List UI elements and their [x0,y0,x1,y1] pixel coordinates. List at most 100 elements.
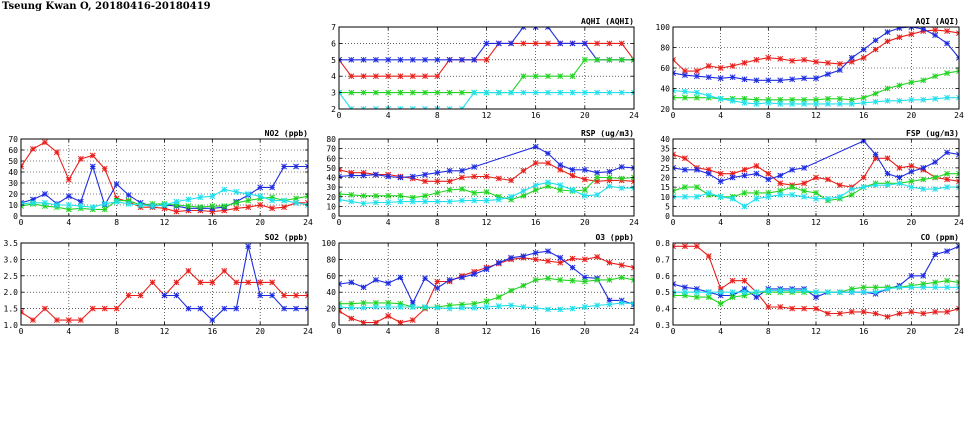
data-point-red [483,56,490,63]
x-tick-label: 4 [66,218,71,227]
data-point-blue [257,292,264,299]
data-point-cyan [532,304,539,311]
data-point-red [545,40,551,47]
data-point-cyan [896,284,903,291]
series-group [21,139,308,215]
data-point-red [606,259,613,266]
data-point-blue [753,294,760,301]
data-point-blue [257,184,264,191]
data-point-cyan [753,289,760,296]
data-point-red [77,317,84,324]
data-point-cyan [545,89,551,96]
data-point-red [495,175,502,182]
x-tick-label: 4 [718,327,723,336]
data-point-cyan [458,304,465,311]
data-point-blue [495,40,502,47]
x-tick-label: 8 [114,218,119,227]
data-point-green [495,294,502,301]
data-point-cyan [446,198,453,205]
data-point-green [618,175,625,182]
data-point-blue [293,163,299,170]
data-point-cyan [221,186,228,193]
data-point-cyan [896,97,903,104]
data-point-cyan [569,89,576,96]
data-point-red [956,178,959,185]
data-point-red [385,313,392,319]
x-tick-label: 24 [303,218,313,227]
data-point-cyan [581,192,588,199]
data-point-cyan [245,191,252,197]
data-point-blue [360,172,367,179]
data-point-cyan [422,198,428,205]
data-point-red [932,308,939,315]
data-point-red [618,40,625,47]
data-point-green [446,89,453,96]
x-tick-label: 20 [255,327,265,336]
data-point-cyan [932,284,939,291]
data-point-blue [281,305,288,312]
chart-aqhi: 0 4 8 12 16 20 24 2 3 4 5 6 7 AQHI (AQHI) [331,17,639,120]
data-point-green [520,282,527,289]
data-point-blue [681,166,688,173]
data-point-red [53,149,60,156]
data-point-cyan [753,100,760,107]
x-tick-label: 12 [811,218,821,227]
data-point-blue [434,169,441,176]
data-point-blue [741,172,748,179]
data-point-red [896,34,903,41]
data-point-cyan [360,200,367,207]
data-point-blue [245,243,252,250]
data-point-cyan [606,301,613,308]
data-point-blue [717,75,724,82]
data-point-green [557,73,564,80]
y-tick-label: 2 [331,105,336,114]
data-point-red [860,54,867,61]
y-tick-label: 80 [326,135,336,144]
data-point-red [693,68,700,75]
data-point-red [836,60,843,67]
series-group [673,243,959,320]
data-point-green [545,275,551,282]
data-point-cyan [848,289,855,296]
data-point-cyan [884,182,891,189]
data-point-red [41,139,48,146]
data-point-cyan [908,184,915,191]
x-tick-label: 0 [671,218,676,227]
y-tick-label: 3.5 [4,239,19,248]
x-tick-label: 20 [907,111,917,120]
data-point-cyan [741,203,748,210]
data-point-cyan [813,100,819,107]
data-point-cyan [824,289,831,296]
y-tick-label: 35 [660,145,670,154]
data-point-green [569,73,576,80]
data-point-green [372,89,379,96]
data-point-cyan [777,287,784,294]
x-tick-label: 20 [580,218,590,227]
x-tick-label: 20 [907,327,917,336]
data-point-cyan [908,96,915,103]
data-point-green [932,73,939,80]
data-point-cyan [944,184,951,191]
data-point-cyan [860,99,867,106]
data-point-green [409,89,416,96]
data-point-blue [908,272,915,279]
data-point-red [360,319,367,325]
data-point-red [89,305,96,312]
data-point-cyan [956,284,959,291]
data-point-blue [545,27,551,30]
data-point-red [372,319,379,325]
data-point-green [569,277,576,284]
data-point-green [705,294,712,301]
y-tick-label: 6 [331,39,336,48]
data-point-cyan [508,302,515,309]
data-point-red [532,160,539,167]
chart-title: FSP (ug/m3) [906,129,959,138]
y-tick-label: 30 [326,183,336,192]
y-tick-label: 1.5 [4,305,19,314]
data-point-red [360,73,367,80]
data-point-green [606,56,613,63]
data-point-cyan [495,196,502,203]
data-point-green [385,89,392,96]
data-point-cyan [458,106,465,109]
data-point-blue [161,292,168,299]
